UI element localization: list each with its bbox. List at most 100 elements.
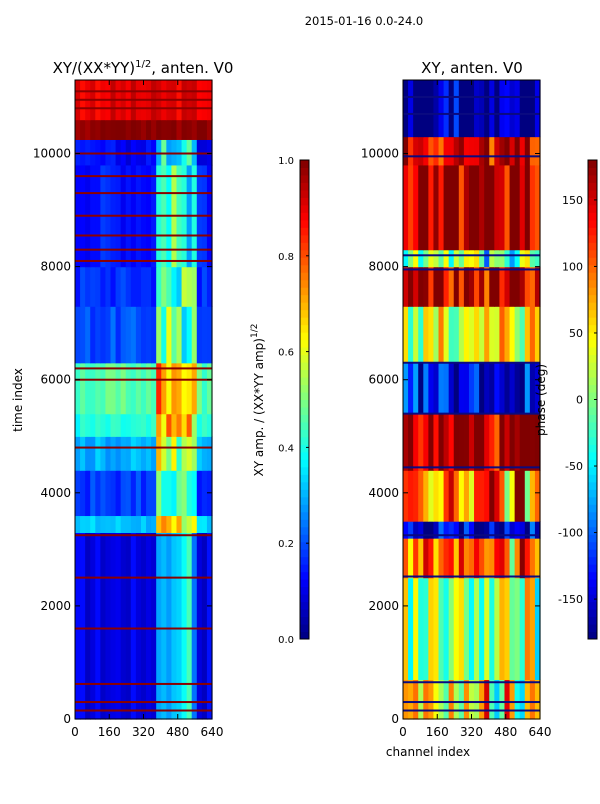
amplitude-heatmap-cell [196,139,203,166]
phase-heatmap-cell [529,470,536,522]
phase-heatmap-cell [403,80,409,138]
amplitude-colorbar-segment [300,609,309,618]
amplitude-colorbar-segment [300,624,309,633]
amplitude-heatmap-cell [90,362,96,415]
phase-heatmap-cell [529,679,536,720]
amplitude-colorbar-segment [300,317,309,326]
amplitude-colorbar-tick-label: 1.0 [278,156,294,167]
phase-heatmap-cell [438,470,445,522]
phase-colorbar-segment [588,616,597,625]
amplitude-heatmap-cell [206,532,213,720]
phase-flagged-row [403,95,540,98]
amplitude-heatmap-cell [85,119,91,140]
phase-heatmap-cell [438,249,445,268]
phase-heatmap-cell [519,136,526,166]
phase-heatmap-cell [413,266,419,307]
amplitude-colorbar-segment [300,414,309,423]
amplitude-heatmap-cell [90,532,96,720]
phase-colorbar-tick-label: -50 [565,460,583,473]
amplitude-heatmap-cell [186,266,193,307]
phase-heatmap-cell [408,538,414,579]
phase-heatmap-cell [519,249,526,268]
phase-heatmap-cell [453,362,460,415]
phase-heatmap-cell [529,164,536,251]
phase-heatmap-cell [504,362,511,415]
phase-heatmap-cell [403,136,409,166]
phase-heatmap-cell [484,521,490,539]
phase-heatmap-cell [484,136,490,166]
phase-heatmap-cell [534,362,541,415]
phase-heatmap-cell [479,266,485,307]
phase-heatmap-cell [514,521,521,539]
amplitude-heatmap-cell [135,266,142,307]
amplitude-heatmap-cell [95,362,101,415]
amplitude-heatmap-cell [151,362,157,415]
phase-heatmap-cell [403,679,409,720]
amplitude-heatmap-cell [125,515,132,533]
amplitude-colorbar-segment [300,392,309,400]
phase-heatmap-cell [438,413,445,471]
phase-heatmap-cell [509,679,516,720]
amplitude-heatmap-cell [176,436,183,471]
amplitude-heatmap-cell [95,413,101,437]
phase-colorbar-segment [588,339,597,348]
phase-y-tick-label: 4000 [368,486,399,500]
phase-colorbar-segment [588,167,597,176]
phase-colorbar-segment [588,489,597,498]
phase-heatmap-cell [418,413,424,471]
amplitude-heatmap-cell [130,532,137,720]
phase-heatmap-cell [423,164,429,251]
phase-heatmap-cell [524,80,531,138]
amplitude-heatmap-cell [125,532,132,720]
phase-colorbar-segment [588,534,597,543]
phase-heatmap-cell [453,249,460,268]
amplitude-heatmap-cell [120,139,127,166]
phase-heatmap-cell [534,679,541,720]
phase-colorbar-segment [588,481,597,490]
phase-heatmap-cell [474,538,480,579]
phase-heatmap-cell [408,413,414,471]
amplitude-heatmap-cell [115,306,122,364]
phase-colorbar-segment [588,399,597,408]
amplitude-heatmap-cell [191,306,198,364]
phase-heatmap-cell [448,577,455,681]
amplitude-heatmap-cell [206,515,213,533]
phase-heatmap-cell [428,577,435,681]
amplitude-heatmap-cell [120,119,127,140]
phase-heatmap-cell [408,136,414,166]
amplitude-colorbar-segment [300,406,309,415]
phase-heatmap-cell [519,679,526,720]
phase-heatmap-cell [418,577,424,681]
phase-heatmap-cell [509,413,516,471]
phase-heatmap-cell [479,306,485,364]
phase-heatmap-cell [423,136,429,166]
amplitude-colorbar-segment [300,384,309,393]
amplitude-flagged-row [75,367,212,370]
phase-heatmap-cell [524,679,531,720]
phase-heatmap-cell [519,413,526,471]
phase-colorbar-segment [588,586,597,595]
amplitude-colorbar-segment [300,571,309,580]
phase-heatmap-cell [403,164,409,251]
phase-heatmap-cell [489,538,495,579]
phase-y-tick-label: 8000 [368,260,399,274]
phase-colorbar-segment [588,504,597,513]
phase-flagged-row [403,361,540,364]
phase-heatmap-cell [428,362,435,415]
amplitude-heatmap-cell [100,306,107,364]
phase-heatmap-cell [443,249,450,268]
phase-heatmap-cell [468,136,475,166]
phase-colorbar-segment [588,362,597,371]
phase-heatmap-cell [463,362,470,415]
amplitude-heatmap-cell [151,515,157,533]
phase-colorbar-segment [588,324,597,333]
phase-heatmap-cell [443,538,450,579]
phase-heatmap-cell [423,413,429,471]
amplitude-colorbar-segment [300,219,309,228]
amplitude-heatmap-cell [110,362,117,415]
phase-colorbar-segment [588,579,597,588]
amplitude-heatmap-cell [166,470,172,517]
amplitude-heatmap-cell [135,119,142,140]
amplitude-colorbar-segment [300,541,309,550]
amplitude-heatmap-cell [95,119,101,140]
